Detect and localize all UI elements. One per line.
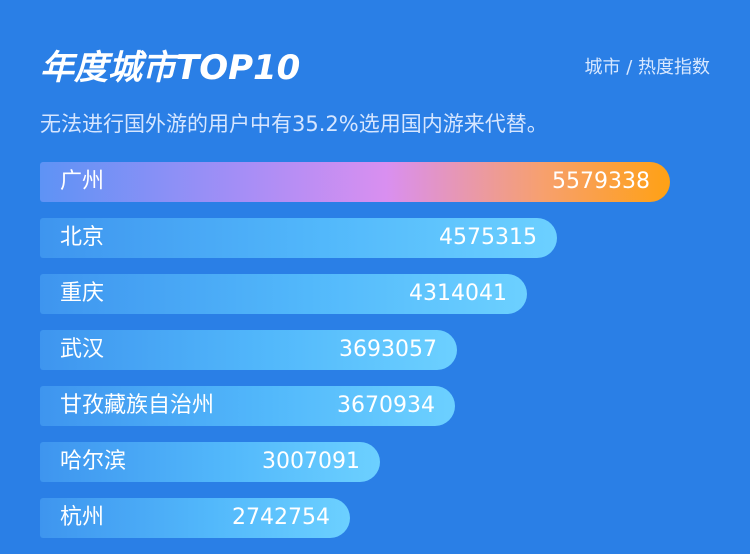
bar-value-label: 3670934 [337, 393, 435, 418]
bar-value-label: 4314041 [409, 281, 507, 306]
bar-category-label: 广州 [60, 169, 105, 194]
bar-list: 广州 5579338 北京 4575315 重庆 4314041 武汉 3693057 甘孜藏族… [40, 162, 720, 554]
bar-category-label: 北京 [60, 225, 105, 250]
bar-value-label: 3693057 [339, 337, 437, 362]
bar-value-label: 3007091 [262, 449, 360, 474]
bar-category-label: 甘孜藏族自治州 [60, 393, 215, 418]
unit-label: 城市 / 热度指数 [584, 57, 710, 78]
bar-value-label: 4575315 [439, 225, 537, 250]
bar-7: 杭州 2742754 [40, 498, 350, 538]
bar-4: 武汉 3693057 [40, 330, 457, 370]
bar-category-label: 武汉 [60, 337, 105, 362]
bar-category-label: 哈尔滨 [60, 449, 127, 474]
bar-category-label: 杭州 [60, 505, 105, 530]
bar-1: 广州 5579338 [40, 162, 670, 202]
bar-value-label: 2742754 [232, 505, 330, 530]
bar-value-label: 5579338 [552, 169, 650, 194]
bar-5: 甘孜藏族自治州 3670934 [40, 386, 455, 426]
chart-subtitle: 无法进行国外游的用户中有35.2%选用国内游来代替。 [40, 112, 548, 136]
chart-title: 年度城市TOP10 [40, 48, 301, 88]
bar-2: 北京 4575315 [40, 218, 557, 258]
bar-3: 重庆 4314041 [40, 274, 527, 314]
bar-category-label: 重庆 [60, 281, 105, 306]
bar-6: 哈尔滨 3007091 [40, 442, 380, 482]
